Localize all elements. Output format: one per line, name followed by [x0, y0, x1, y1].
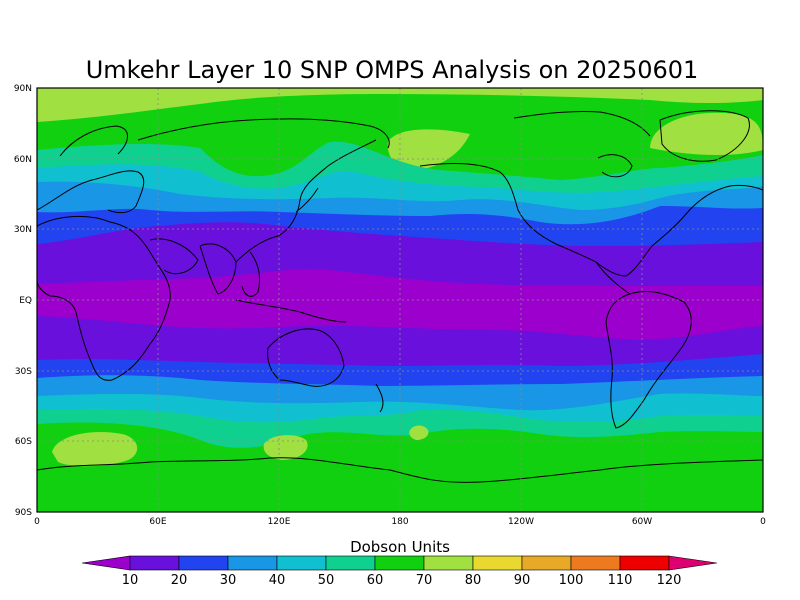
colorbar-swatch	[619, 555, 670, 571]
colorbar-label: 110	[608, 573, 633, 588]
colorbar-swatch	[423, 555, 474, 571]
lat-label: 60N	[14, 155, 32, 165]
map-title: Umkehr Layer 10 SNP OMPS Analysis on 202…	[86, 56, 699, 84]
ozone-map	[36, 87, 764, 513]
colorbar-label: 70	[416, 573, 433, 588]
coast-new-zealand	[375, 383, 384, 413]
lat-label: EQ	[19, 296, 32, 306]
lon-label: 120W	[508, 517, 534, 527]
colorbar-swatch	[129, 555, 180, 571]
lat-axis: 90N 60N 30N EQ 30S 60S 90S	[14, 84, 32, 518]
colorbar-swatch	[325, 555, 376, 571]
lon-axis: 0 60E 120E 180 120W 60W 0	[34, 517, 766, 527]
patch-greenland	[650, 112, 763, 155]
coastlines	[36, 110, 764, 483]
colorbar-under-triangle	[81, 555, 131, 571]
coast-north-america	[419, 163, 764, 277]
colorbar-label: 50	[318, 573, 335, 588]
colorbar-label: 90	[514, 573, 531, 588]
colorbar-label: 120	[657, 573, 682, 588]
colorbar-swatch	[570, 555, 621, 571]
colorbar-swatch	[374, 555, 425, 571]
colorbar-label: 100	[559, 573, 584, 588]
lon-label: 0	[34, 517, 40, 527]
band-south-60	[37, 422, 763, 512]
colorbar-swatch	[521, 555, 572, 571]
colorbar-label: 80	[465, 573, 482, 588]
coast-africa	[36, 215, 171, 381]
colorbar-label: 10	[122, 573, 139, 588]
colorbar-label: 20	[171, 573, 188, 588]
lon-label: 60W	[632, 517, 652, 527]
grid-lines	[37, 88, 763, 512]
coast-asia-east	[235, 139, 377, 263]
lat-label: 30N	[14, 225, 32, 235]
lat-label: 30S	[15, 367, 32, 377]
patch-south-indian	[263, 435, 308, 460]
colorbar-title: Dobson Units	[350, 538, 450, 556]
coast-australia	[267, 328, 345, 387]
map-frame	[36, 87, 764, 513]
colorbar-swatch	[227, 555, 278, 571]
coast-japan	[295, 187, 319, 213]
colorbar-label: 30	[220, 573, 237, 588]
coast-indonesia	[235, 299, 347, 323]
coast-antarctica	[36, 457, 764, 483]
colorbar-label: 40	[269, 573, 286, 588]
coast-south-america	[605, 291, 692, 429]
coast-central-america	[595, 261, 631, 295]
coast-canada-arctic	[513, 110, 651, 137]
lon-label: 60E	[149, 517, 166, 527]
colorbar-swatch	[178, 555, 229, 571]
lat-label: 90N	[14, 84, 32, 94]
coast-siberia-north	[137, 118, 390, 149]
patch-bering	[387, 129, 470, 171]
patch-south-pacific	[409, 425, 429, 440]
colorbar-swatch	[472, 555, 523, 571]
colorbar	[81, 555, 718, 571]
lon-label: 180	[391, 517, 408, 527]
coast-scandinavia	[59, 125, 128, 157]
patch-south-atlantic	[52, 432, 138, 467]
coast-india	[199, 243, 237, 295]
lon-label: 120E	[268, 517, 291, 527]
band-north-polar	[37, 88, 763, 122]
coast-europe	[36, 170, 145, 214]
lon-label: 0	[760, 517, 766, 527]
coast-indochina	[241, 251, 261, 297]
colorbar-label: 60	[367, 573, 384, 588]
coast-hudson-bay	[597, 154, 633, 178]
colorbar-swatch	[276, 555, 327, 571]
coast-arabia	[149, 238, 199, 275]
lat-label: 90S	[15, 508, 32, 518]
lat-label: 60S	[15, 437, 32, 447]
colorbar-labels: 10 20 30 40 50 60 70 80 90 100 110 120	[122, 573, 682, 588]
colorbar-over-triangle	[668, 555, 718, 571]
coast-greenland	[659, 110, 750, 162]
